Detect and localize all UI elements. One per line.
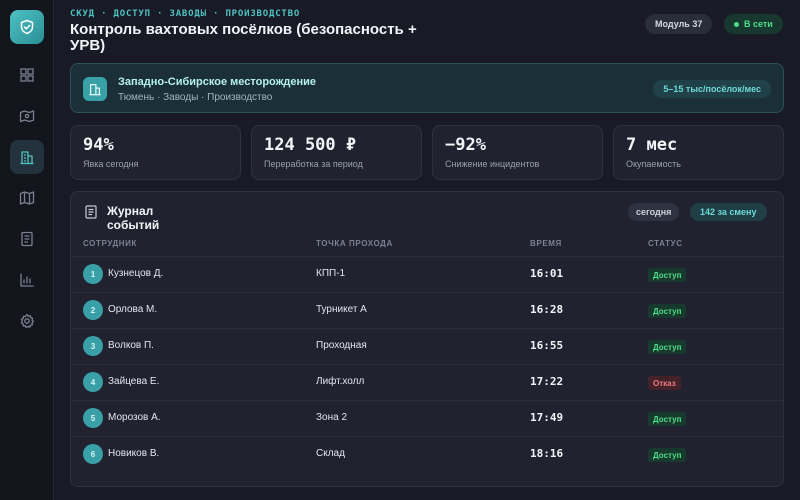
sidebar [0,0,54,500]
table-row[interactable]: 3 Волков П. Проходная 16:55 Доступ [71,328,783,364]
event-time: 16:55 [530,339,564,352]
nav-reports[interactable] [10,263,44,297]
site-icon [83,77,107,101]
column-header-status[interactable]: СТАТУС [648,239,683,248]
avatar: 3 [83,336,103,356]
online-status-label: В сети [744,19,773,29]
kpi-card-payback: 7 мес Окупаемость [613,125,784,180]
document-icon [85,205,97,219]
avatar: 1 [83,264,103,284]
online-status-badge: В сети [724,14,783,34]
shield-check-icon [20,19,34,35]
event-time: 17:22 [530,375,564,388]
dashboard-icon [20,68,34,82]
access-point: Склад [316,448,345,459]
column-header-time[interactable]: ВРЕМЯ [530,239,562,248]
document-icon [21,231,33,247]
nav-facilities[interactable] [10,140,44,174]
date-filter-button[interactable]: сегодня [628,203,680,221]
table-row[interactable]: 5 Морозов А. Зона 2 17:49 Доступ [71,400,783,436]
module-badge: Модуль 37 [645,14,713,34]
avatar: 5 [83,408,103,428]
logo-shield[interactable] [10,10,44,44]
employee-name: Орлова М. [108,304,158,315]
status-badge: Доступ [648,412,687,426]
kpi-label: Переработка за период [264,159,363,169]
bar-chart-icon [20,273,34,287]
status-badge: Доступ [648,268,687,282]
map-pin-icon [19,110,35,123]
kpi-value: 94% [83,135,114,155]
gear-icon [20,313,35,329]
status-badge: Доступ [648,448,687,462]
access-point: Зона 2 [316,412,348,423]
page-title: Контроль вахтовых посёлков (безопасность… [70,21,417,54]
kpi-card-overtime: 124 500 ₽ Переработка за период [251,125,422,180]
event-time: 16:28 [530,303,564,316]
employee-name: Кузнецов Д. [108,268,164,279]
avatar: 6 [83,444,103,464]
nav-documents[interactable] [10,222,44,256]
kpi-card-attendance: 94% Явка сегодня [70,125,241,180]
kpi-label: Окупаемость [626,159,681,169]
status-badge: Отказ [648,376,681,390]
access-point: КПП-1 [316,268,346,279]
map-icon [19,191,35,205]
table-row[interactable]: 2 Орлова М. Турникет А 16:28 Доступ [71,292,783,328]
event-time: 17:49 [530,411,564,424]
module-label: Модуль 37 [655,19,703,29]
event-time: 18:16 [530,447,564,460]
avatar: 2 [83,300,103,320]
column-header-point[interactable]: ТОЧКА ПРОХОДА [316,239,393,248]
access-point: Проходная [316,340,367,351]
nav-dashboard[interactable] [10,58,44,92]
nav-settings[interactable] [10,304,44,338]
access-point: Турникет А [316,304,367,315]
employee-name: Новиков В. [108,448,160,459]
employee-name: Зайцева Е. [108,376,160,387]
kpi-card-incidents: −92% Снижение инцидентов [432,125,603,180]
site-subtitle: Тюмень · Заводы · Производство [118,92,273,103]
event-log-title: Журнал событий [107,204,160,232]
kpi-value: 124 500 ₽ [264,135,357,155]
event-log-panel: Журнал событий сегодня 142 за смену СОТР… [70,191,784,487]
employee-name: Морозов А. [108,412,161,423]
status-badge: Доступ [648,340,687,354]
kpi-value: 7 мес [626,135,678,155]
status-badge: Доступ [648,304,687,318]
status-dot-icon [734,21,739,27]
kpi-label: Снижение инцидентов [445,159,540,169]
access-point: Лифт.холл [316,376,365,387]
column-header-employee[interactable]: СОТРУДНИК [83,239,137,248]
building-icon [20,151,34,165]
table-row[interactable]: 4 Зайцева Е. Лифт.холл 17:22 Отказ [71,364,783,400]
employee-name: Волков П. [108,340,154,351]
table-row[interactable]: 1 Кузнецов Д. КПП-1 16:01 Доступ [71,256,783,292]
site-name: Западно-Сибирское месторождение [118,76,317,88]
kpi-value: −92% [445,135,486,155]
nav-map[interactable] [10,181,44,215]
event-time: 16:01 [530,267,564,280]
shift-count-badge: 142 за смену [690,203,767,221]
site-price-badge: 5–15 тыс/посёлок/мес [653,80,771,98]
site-card[interactable]: Западно-Сибирское месторождение Тюмень ·… [70,63,784,113]
building-icon [89,84,101,96]
table-row[interactable]: 6 Новиков В. Склад 18:16 Доступ [71,436,783,472]
avatar: 4 [83,372,103,392]
breadcrumb: СКУД · ДОСТУП · ЗАВОДЫ · ПРОИЗВОДСТВО [70,9,301,19]
kpi-label: Явка сегодня [83,159,139,169]
nav-locations[interactable] [10,99,44,133]
